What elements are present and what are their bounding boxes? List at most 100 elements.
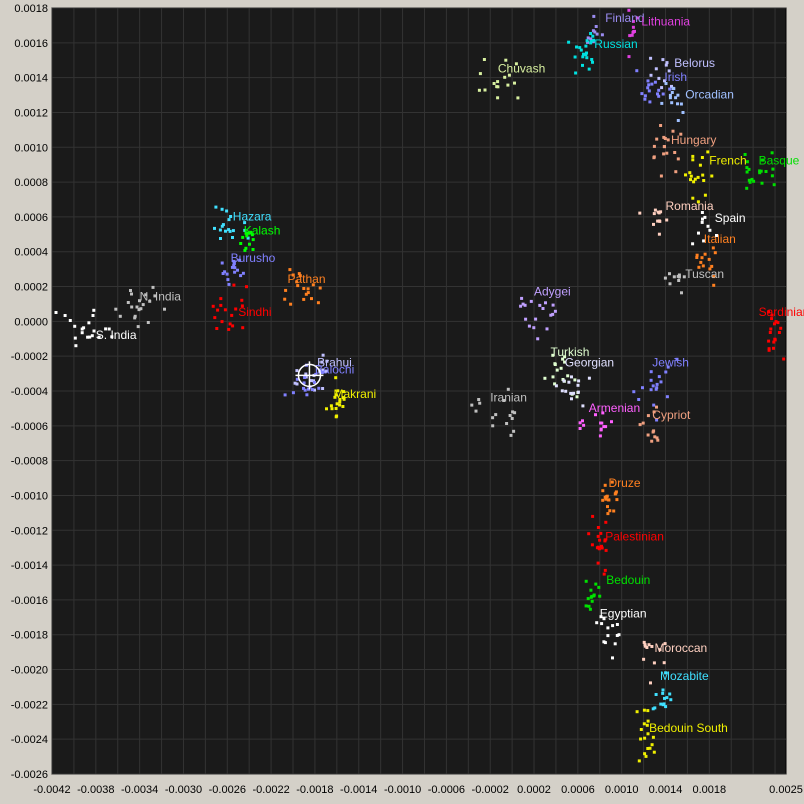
data-point (677, 275, 681, 279)
data-point (595, 546, 599, 550)
data-point (303, 376, 307, 379)
data-point (492, 82, 496, 85)
data-point (318, 286, 322, 290)
data-point (659, 380, 663, 384)
data-point (592, 14, 596, 18)
data-point (538, 303, 542, 307)
data-point (649, 370, 653, 374)
data-point (569, 391, 573, 395)
data-point (519, 304, 523, 308)
data-point (305, 393, 309, 397)
data-point (692, 180, 696, 184)
data-point (246, 236, 250, 240)
series-label: Italian (704, 232, 736, 246)
data-point (236, 268, 239, 272)
data-point (593, 30, 597, 34)
data-point (654, 67, 658, 71)
data-point (141, 303, 145, 307)
data-point (673, 151, 677, 154)
data-point (325, 359, 329, 363)
data-point (510, 417, 514, 420)
data-point (677, 279, 681, 282)
data-point (658, 648, 662, 652)
data-point (63, 314, 67, 317)
data-point (335, 402, 339, 406)
data-point (643, 644, 647, 648)
data-point (702, 239, 706, 243)
data-point (504, 58, 508, 62)
data-point (610, 420, 613, 424)
data-point (330, 407, 334, 411)
data-point (691, 196, 695, 200)
data-point (137, 308, 141, 312)
data-point (600, 546, 604, 550)
data-point (577, 379, 581, 383)
data-point (91, 314, 95, 317)
data-point (772, 183, 776, 187)
data-point (664, 63, 668, 67)
data-point (696, 200, 700, 204)
series-label: Moroccan (655, 641, 708, 655)
data-point (668, 93, 672, 97)
data-point (312, 379, 315, 383)
data-point (107, 327, 111, 331)
data-point (676, 102, 679, 106)
data-point (767, 348, 771, 352)
y-tick-label: -0.0008 (11, 456, 48, 468)
series-label: Orcadian (685, 88, 734, 102)
data-point (313, 388, 316, 392)
x-tick-label: 0.0010 (605, 784, 639, 796)
y-tick-label: -0.0024 (11, 734, 48, 746)
data-point (563, 355, 567, 359)
data-point (652, 222, 655, 226)
y-tick-label: -0.0010 (11, 491, 48, 503)
series-label: Basque (759, 154, 800, 168)
data-point (652, 750, 656, 754)
data-point (606, 498, 610, 502)
data-point (244, 231, 248, 235)
data-point (627, 55, 631, 59)
data-point (336, 389, 340, 393)
data-point (478, 72, 482, 76)
data-point (772, 340, 776, 344)
data-point (506, 83, 510, 87)
y-tick-label: 0.0000 (14, 316, 48, 328)
data-point (218, 228, 222, 232)
data-point (631, 25, 635, 29)
data-point (640, 92, 644, 96)
x-tick-label: -0.0038 (77, 784, 114, 796)
data-point (703, 193, 707, 197)
data-point (478, 401, 482, 405)
data-point (651, 384, 655, 388)
data-point (511, 410, 515, 414)
data-point (767, 339, 771, 343)
data-point (701, 173, 705, 177)
data-point (338, 403, 342, 407)
data-point (710, 264, 714, 268)
data-point (520, 296, 524, 300)
data-point (654, 387, 658, 391)
data-point (598, 434, 602, 438)
data-point (114, 307, 118, 311)
data-point (745, 166, 749, 170)
data-point (496, 80, 500, 84)
data-point (603, 483, 607, 487)
data-point (220, 207, 224, 211)
data-point (774, 320, 778, 324)
series-label: Cypriot (652, 408, 691, 422)
data-point (711, 246, 715, 250)
grid-lines (51, 7, 786, 775)
data-point (594, 582, 598, 586)
data-point (560, 389, 564, 393)
data-point (632, 390, 636, 394)
data-point (334, 393, 338, 397)
data-point (585, 51, 588, 55)
series-label: French (709, 154, 746, 168)
data-point (628, 34, 632, 38)
data-point (652, 403, 656, 407)
data-point (87, 321, 91, 325)
data-point (230, 265, 234, 269)
data-point (306, 291, 310, 295)
data-point (474, 409, 478, 413)
